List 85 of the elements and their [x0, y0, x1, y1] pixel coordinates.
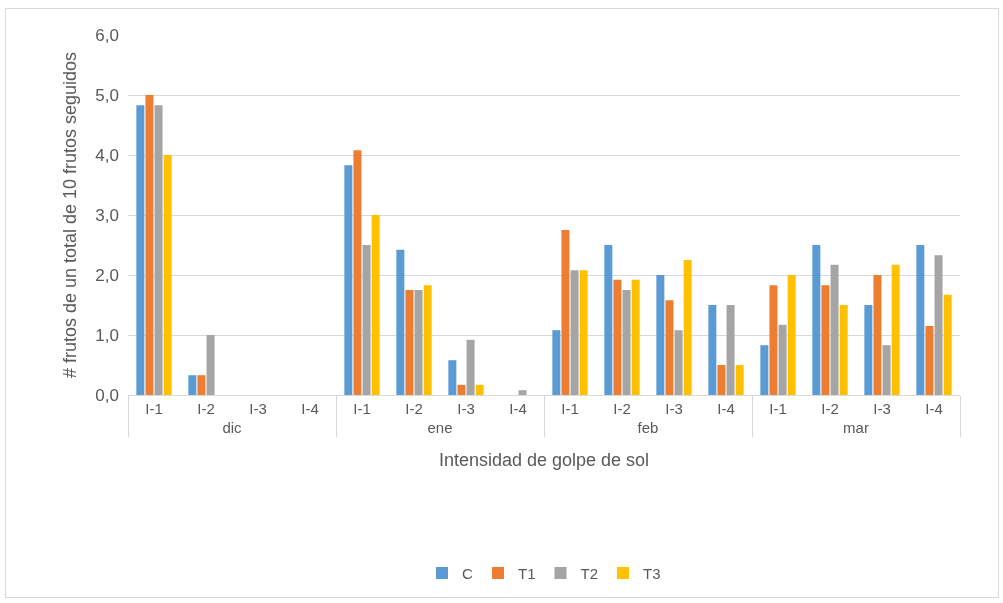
- bar: [136, 105, 145, 395]
- x-tick-label: I-3: [665, 400, 683, 417]
- bar: [735, 365, 744, 395]
- bar: [552, 330, 561, 395]
- legend-label: T3: [643, 564, 661, 582]
- bar: [821, 285, 830, 395]
- bar: [579, 270, 588, 395]
- bar: [812, 245, 821, 395]
- text: ene: [427, 419, 453, 436]
- x-tick-label: I-1: [353, 400, 371, 417]
- bar: [726, 305, 735, 395]
- legend-label: C: [462, 564, 473, 582]
- bar: [371, 215, 380, 395]
- y-tick-label: 5,0: [95, 85, 119, 105]
- text: feb: [637, 419, 659, 436]
- bar: [934, 255, 943, 395]
- x-tick-label: I-2: [405, 400, 423, 417]
- x-tick-label: I-4: [509, 400, 527, 417]
- text: dic: [222, 419, 243, 436]
- y-tick-label: 4,0: [95, 145, 119, 165]
- legend-label: T1: [518, 564, 536, 582]
- x-axis-title: Intensidad de golpe de sol: [438, 450, 650, 471]
- x-tick-label: I-3: [457, 400, 475, 417]
- bar: [570, 270, 579, 395]
- x-tick-label: I-2: [613, 400, 631, 417]
- bar: [604, 245, 613, 395]
- x-tick-label: I-4: [301, 400, 319, 417]
- bar: [943, 294, 952, 395]
- bar: [873, 275, 882, 395]
- bar: [414, 290, 423, 395]
- bar: [362, 245, 371, 395]
- x-tick-label: I-4: [925, 400, 943, 417]
- x-tick-label: I-3: [873, 400, 891, 417]
- bar: [457, 384, 466, 395]
- bar: [154, 105, 163, 395]
- bar: [188, 375, 197, 395]
- bar: [622, 290, 631, 395]
- x-tick-label: I-2: [821, 400, 839, 417]
- legend-label: T2: [580, 564, 599, 582]
- bar: [891, 264, 900, 395]
- bar: [925, 326, 934, 395]
- bar: [916, 245, 925, 395]
- bar: [197, 375, 206, 395]
- x-tick-label: I-1: [561, 400, 579, 417]
- bar: [518, 390, 527, 395]
- bar: [163, 155, 172, 395]
- x-tick-label: I-1: [769, 400, 787, 417]
- y-tick-label: 3,0: [95, 205, 119, 225]
- bar: [717, 365, 726, 395]
- bar: [423, 285, 432, 395]
- text: mar: [843, 419, 869, 436]
- x-tick-label: I-4: [717, 400, 735, 417]
- bar: [475, 384, 484, 395]
- bar: [839, 305, 848, 395]
- bar: [882, 345, 891, 395]
- bar: [864, 305, 873, 395]
- bar: [344, 165, 353, 395]
- bar: [674, 330, 683, 395]
- bar: [760, 345, 769, 395]
- bar: [787, 275, 796, 395]
- bar: [769, 285, 778, 395]
- y-tick-label: 6,0: [95, 25, 119, 45]
- y-axis-title: # frutos de un total de 10 frutos seguidos: [59, 51, 80, 379]
- bar: [145, 95, 154, 395]
- x-tick-label: I-3: [249, 400, 267, 417]
- bar: [353, 150, 362, 395]
- y-tick-label: 2,0: [95, 265, 119, 285]
- bar: [830, 264, 839, 395]
- y-tick-label: 0,0: [95, 385, 119, 405]
- x-tick-label: I-1: [145, 400, 163, 417]
- bar: [656, 275, 665, 395]
- bar: [708, 305, 717, 395]
- bar: [561, 230, 570, 395]
- bar: [665, 300, 674, 395]
- bar: [466, 339, 475, 395]
- bar: [683, 260, 692, 395]
- x-tick-label: I-2: [197, 400, 215, 417]
- bar: [405, 290, 414, 395]
- bar: [206, 335, 215, 395]
- bar: [631, 279, 640, 395]
- bar: [448, 360, 457, 395]
- bar: [613, 279, 622, 395]
- y-tick-label: 1,0: [95, 325, 119, 345]
- bar: [396, 249, 405, 395]
- bar: [778, 324, 787, 395]
